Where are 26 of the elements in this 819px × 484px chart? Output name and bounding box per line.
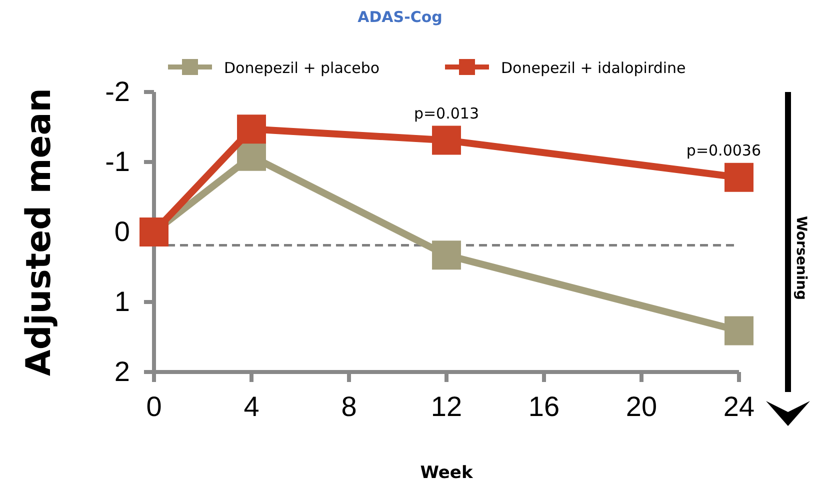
x-tick-label: 20 bbox=[626, 390, 658, 422]
annotation: p=0.0036 bbox=[686, 141, 761, 160]
y-tick-label: 1 bbox=[114, 286, 130, 317]
x-tick-label: 0 bbox=[146, 390, 162, 422]
annotation: p=0.013 bbox=[414, 104, 480, 122]
point bbox=[432, 240, 461, 270]
point bbox=[432, 126, 461, 155]
text: Worsening bbox=[793, 216, 809, 300]
legend-label: Donepezil + placebo bbox=[224, 59, 380, 77]
y-tick-label: 2 bbox=[114, 356, 130, 387]
y-tick-label: -1 bbox=[105, 146, 130, 177]
point bbox=[237, 114, 266, 144]
y-tick-label: 0 bbox=[114, 216, 130, 247]
point bbox=[724, 162, 754, 192]
x-axis-title: Week bbox=[420, 463, 474, 483]
point bbox=[724, 316, 754, 346]
y-tick-label: -2 bbox=[105, 76, 130, 107]
x-tick-label: 16 bbox=[528, 390, 560, 422]
chart-title: ADAS-Cog bbox=[358, 8, 442, 26]
x-tick-label: 4 bbox=[244, 390, 260, 422]
x-tick-label: 24 bbox=[723, 390, 755, 422]
legend-label: Donepezil + idalopirdine bbox=[501, 59, 686, 77]
point bbox=[237, 142, 266, 171]
x-tick-label: 8 bbox=[341, 390, 357, 422]
y-axis-title: Adjusted mean bbox=[19, 88, 59, 376]
x-tick-label: 12 bbox=[430, 390, 462, 422]
